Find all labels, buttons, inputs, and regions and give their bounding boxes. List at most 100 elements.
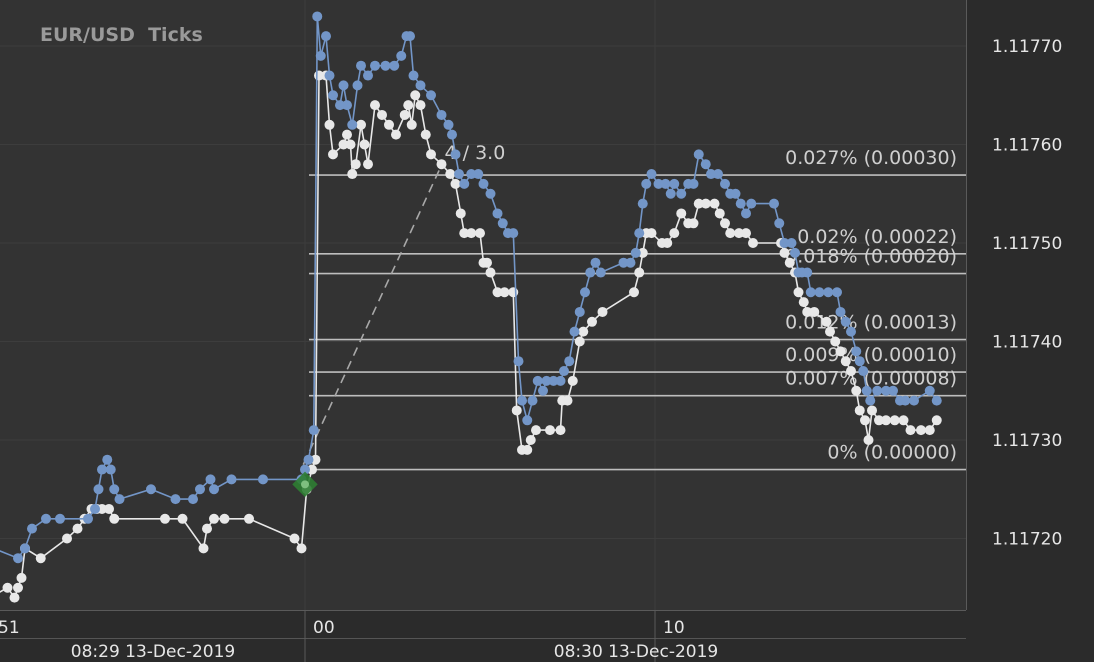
fib-level-label: 0% (0.00000): [827, 442, 957, 464]
bid-point: [97, 503, 107, 514]
ask-point: [466, 169, 477, 180]
ask-point: [846, 326, 856, 337]
ask-point: [769, 198, 779, 209]
bid-point: [574, 336, 585, 347]
bid-point: [688, 218, 699, 229]
bid-point: [587, 316, 597, 327]
ask-point: [90, 503, 100, 514]
ask-point: [660, 178, 671, 189]
bid-point: [693, 198, 704, 209]
bid-point: [9, 592, 20, 603]
bid-point: [597, 306, 608, 317]
bid-point: [545, 425, 555, 436]
bid-point: [720, 218, 730, 229]
ask-point: [517, 395, 527, 406]
trend-line[interactable]: [302, 164, 443, 465]
ask-point: [676, 188, 687, 199]
bid-point: [356, 119, 366, 130]
bid-point: [835, 346, 846, 357]
ask-point: [473, 169, 484, 180]
ask-point: [746, 198, 757, 209]
ask-point: [508, 228, 519, 239]
bid-point: [734, 228, 744, 239]
bid-point: [898, 415, 909, 426]
bid-point: [459, 228, 470, 239]
ask-point: [303, 454, 314, 465]
bid-point: [798, 297, 809, 308]
ask-point: [851, 346, 862, 357]
bid-point: [511, 405, 522, 416]
bid-point: [867, 405, 877, 416]
ask-point: [363, 70, 373, 81]
ask-point: [569, 326, 580, 337]
bid-point: [562, 395, 573, 406]
bid-point: [342, 129, 352, 140]
ask-point: [321, 31, 331, 42]
ask-point: [347, 119, 358, 130]
bid-point: [445, 169, 456, 180]
time-axis[interactable]: 51 00 10 08:29 13-Dec-2019 08:30 13-Dec-2019: [0, 611, 718, 662]
bid-point: [324, 119, 335, 130]
ask-point: [720, 178, 730, 189]
bid-point: [793, 287, 804, 298]
ask-point: [688, 178, 699, 189]
bid-point: [669, 228, 680, 239]
fib-level-label: 0.018% (0.00020): [785, 246, 957, 268]
bid-point: [629, 287, 639, 298]
bid-point: [784, 257, 795, 268]
ask-point: [900, 395, 911, 406]
bid-point: [714, 208, 725, 219]
date-label: 08:29 13-Dec-2019: [71, 642, 235, 662]
ask-point: [335, 100, 345, 111]
bid-point: [406, 119, 417, 130]
bid-point: [676, 208, 687, 219]
ask-point: [454, 169, 464, 180]
bid-point: [345, 139, 356, 150]
bid-point: [508, 287, 519, 298]
bid-point: [881, 415, 891, 426]
ask-point: [538, 385, 548, 396]
ask-point: [548, 375, 559, 386]
ask-point: [706, 169, 716, 180]
ask-point: [497, 218, 508, 229]
price-tick-label: 1.11750: [992, 234, 1062, 254]
bid-point: [555, 425, 566, 436]
ask-point: [802, 267, 813, 278]
price-axis[interactable]: 1.11770 1.11760 1.11750 1.11740 1.11730 1.117…: [992, 37, 1062, 550]
bid-point: [307, 464, 317, 475]
ask-point: [389, 60, 400, 71]
ask-point: [872, 385, 883, 396]
fibonacci-levels: 0.027% (0.00030) 0.02% (0.00022)0.018% (0…: [309, 147, 966, 471]
bid-point: [802, 306, 813, 317]
date-label: 08:30 13-Dec-2019: [554, 642, 718, 662]
ask-point: [805, 287, 816, 298]
ask-point: [83, 513, 93, 524]
bid-point: [2, 582, 13, 593]
bid-point: [825, 326, 835, 337]
ask-point: [513, 356, 524, 367]
ask-point: [97, 464, 107, 475]
ask-point: [209, 484, 219, 495]
ask-point: [408, 70, 419, 81]
ask-point: [405, 31, 415, 42]
ask-point: [447, 129, 457, 140]
ask-point: [527, 395, 538, 406]
ask-point: [170, 494, 181, 505]
ask-point: [881, 385, 891, 396]
time-tick-label: 00: [313, 618, 335, 638]
entry-marker-group: [292, 471, 318, 498]
price-tick-label: 1.11720: [992, 530, 1062, 550]
bid-point: [338, 139, 349, 150]
ask-point: [356, 60, 366, 71]
ask-point: [459, 178, 470, 189]
ask-point: [595, 267, 606, 278]
bid-point: [522, 444, 533, 455]
bid-point: [809, 306, 820, 317]
ask-point: [541, 375, 552, 386]
ask-series: [0, 11, 942, 564]
bid-point: [72, 523, 83, 534]
bid-point: [748, 238, 758, 248]
bid-point: [840, 356, 851, 367]
bid-point: [370, 100, 380, 111]
